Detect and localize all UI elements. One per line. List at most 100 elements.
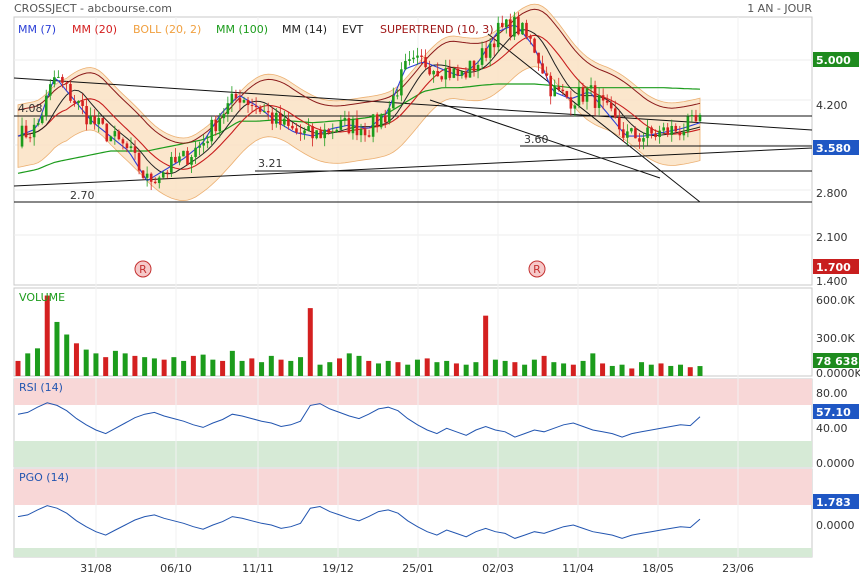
volume-bar [414,359,420,376]
candle-body [48,84,52,96]
candle-body [291,125,294,129]
volume-bar [658,363,664,376]
x-tick-label: 19/12 [322,562,354,575]
candle-body [222,113,226,119]
legend-item: EVT [342,23,363,36]
candle-body [577,86,581,106]
candle-body [694,115,698,122]
volume-bar [385,360,391,376]
candle-body [319,130,322,139]
volume-bar [93,353,99,376]
candle-body [295,128,298,133]
candle-body [61,76,64,83]
y-tick-label: 2.800 [816,187,848,200]
candle-body [650,127,653,134]
volume-bar [103,357,109,376]
svg-text:1.783: 1.783 [816,496,851,509]
candle-body [133,146,137,153]
volume-bar [190,355,196,376]
pgo-line [17,505,701,539]
candle-body [549,75,552,97]
legend-item: SUPERTREND (10, 3) [380,23,494,36]
x-tick-label: 11/04 [562,562,594,575]
volume-bar [171,357,177,376]
volume-bar [648,364,654,376]
event-marker[interactable]: R [134,260,152,278]
volume-y-tick: 600.0K [816,294,855,307]
rsi-panel [13,378,813,468]
candle-body [521,22,524,35]
volume-bar [259,362,265,376]
candle-body [287,118,290,126]
volume-bar [531,359,537,376]
candle-body [472,60,476,72]
candle-body [565,91,569,98]
volume-bar [278,359,284,376]
candle-body [392,95,395,109]
volume-bar [551,362,557,376]
volume-bar [142,357,148,376]
volume-bar [444,360,450,376]
volume-bar [161,359,167,376]
candle-body [262,110,266,112]
candle-body [452,68,456,78]
volume-bar [639,362,645,376]
volume-bar [54,321,60,376]
candle-body [174,156,177,163]
volume-bar [210,359,216,376]
level-label: 2.70 [70,189,95,202]
volume-bar [687,367,693,376]
candle-body [339,120,343,130]
candle-body [20,125,24,147]
candle-body [626,131,629,138]
candle-body [496,22,500,48]
candle-body [206,141,209,144]
event-marker[interactable]: R [528,260,546,278]
candle-body [690,115,694,117]
candle-body [634,128,637,139]
candle-body [145,173,149,178]
candle-body [662,127,665,131]
candle-body [387,108,391,123]
candle-body [166,172,169,174]
candle-body [36,123,40,125]
volume-bar [15,360,21,376]
candle-body [432,71,435,75]
volume-bar [44,295,50,376]
candle-body [440,76,444,80]
candle-body [444,68,448,80]
y-tick-label: 2.100 [816,231,848,244]
candle-body [351,118,355,134]
candle-body [537,52,540,64]
candle-body [327,129,331,133]
volume-bar [268,355,274,376]
candle-body [109,136,113,142]
candle-body [464,71,468,78]
volume-y-tick: 0.0000K [816,367,860,380]
volume-bar [307,308,313,376]
candle-body [509,19,512,37]
candle-body [416,55,419,58]
candle-body [89,116,92,125]
volume-bar [629,368,635,376]
candle-body [202,143,205,146]
candle-body [283,118,286,125]
candle-body [77,100,80,103]
candle-body [654,133,657,138]
volume-bar [288,360,294,376]
candle-body [529,36,532,39]
candle-body [198,145,201,148]
candle-body [190,156,193,165]
volume-bar [122,353,128,376]
candle-body [161,172,165,178]
x-tick-label: 18/05 [642,562,674,575]
volume-bar [512,362,518,376]
volume-y-tick: 300.0K [816,332,855,345]
volume-bar [375,363,381,376]
candle-body [698,114,702,122]
candle-body [436,71,439,77]
candle-body [331,131,335,133]
candle-body [347,118,351,134]
candle-body [412,57,415,60]
